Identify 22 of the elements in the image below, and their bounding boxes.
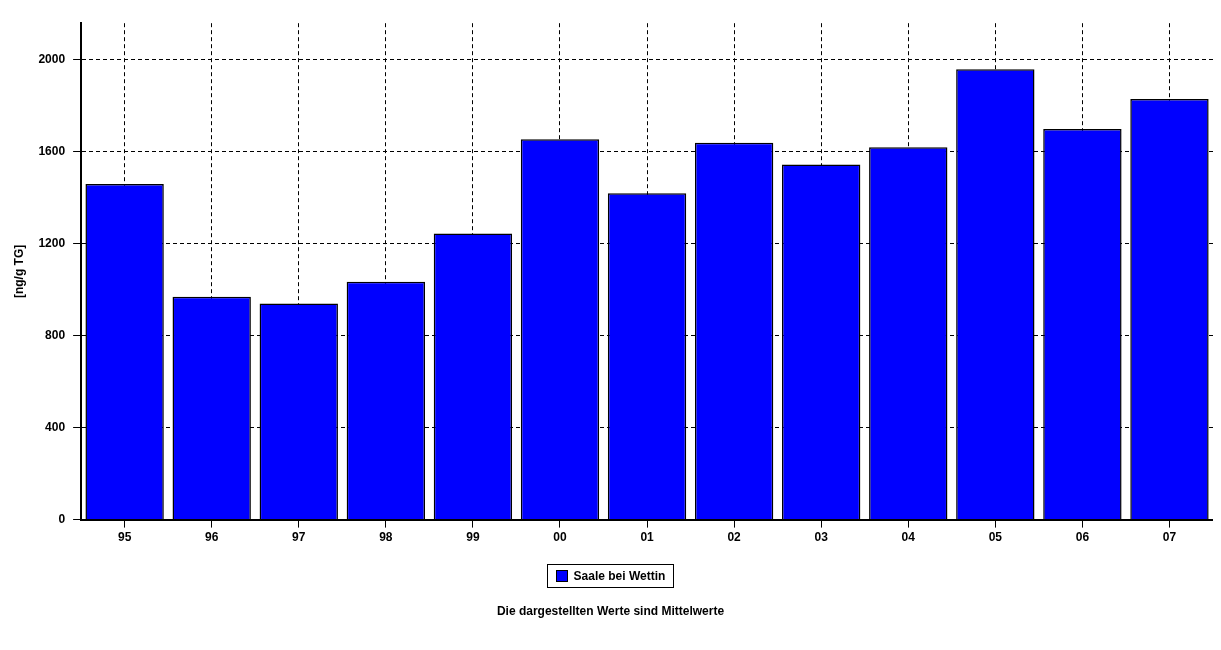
text: Saale bei Wettin <box>573 569 666 583</box>
x-tick-label: 05 <box>988 530 1003 545</box>
x-tick-label: 00 <box>553 530 567 545</box>
y-tick-label: 0 <box>58 511 66 526</box>
x-tick-label: 06 <box>1075 530 1090 545</box>
y-tick-label: 2000 <box>38 52 66 67</box>
text: Die dargestellten Werte sind Mittelwerte <box>495 604 726 618</box>
x-tick-label: 97 <box>292 530 306 545</box>
x-tick-label: 01 <box>640 530 655 545</box>
x-tick-label: 96 <box>205 530 219 545</box>
x-tick-label: 04 <box>901 530 916 545</box>
y-tick-label: 800 <box>45 328 66 343</box>
y-tick-label: 400 <box>45 419 66 434</box>
y-tick-label: 1200 <box>38 236 66 251</box>
x-tick-label: 95 <box>117 530 132 545</box>
x-tick-label: 03 <box>814 530 829 545</box>
x-tick-label: 07 <box>1162 530 1177 545</box>
x-tick-label: 99 <box>466 530 480 545</box>
x-tick-label: 98 <box>379 530 393 545</box>
y-tick-label: 1600 <box>38 144 66 159</box>
y-axis-title: [ng/g TG] <box>11 244 26 299</box>
x-tick-label: 02 <box>727 530 742 545</box>
